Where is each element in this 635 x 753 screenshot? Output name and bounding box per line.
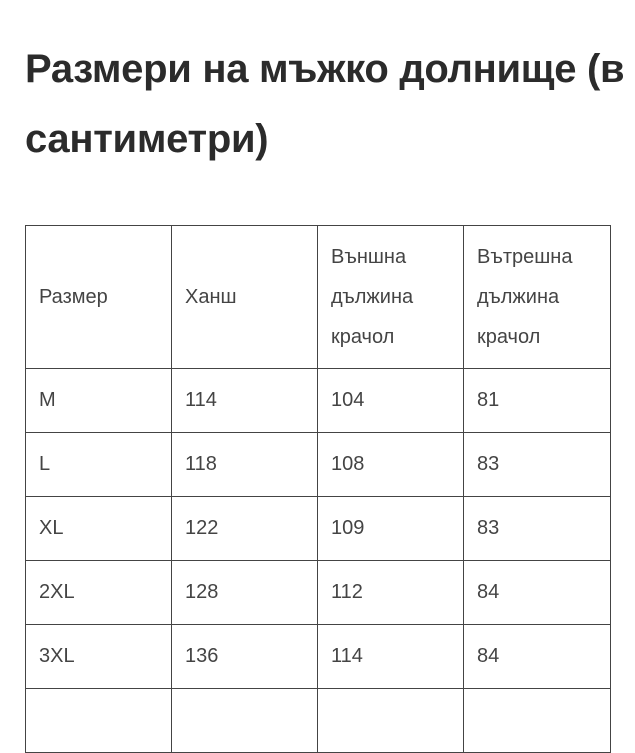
table-header-row: Размер Ханш Външна дължина крачол Вътреш…: [25, 225, 611, 369]
cell-outer-leg: 112: [317, 560, 464, 625]
table-row: XL 122 109 83: [25, 496, 611, 561]
cell-inner-leg: 84: [463, 624, 611, 689]
size-table: Размер Ханш Външна дължина крачол Вътреш…: [25, 225, 611, 753]
cell-size: XL: [25, 496, 172, 561]
cell-size: [25, 688, 172, 753]
header-inner-leg: Вътрешна дължина крачол: [463, 225, 611, 369]
cell-hip: 136: [171, 624, 318, 689]
cell-hip: 128: [171, 560, 318, 625]
table-row: M 114 104 81: [25, 368, 611, 433]
table-row: 3XL 136 114 84: [25, 624, 611, 689]
cell-hip: 122: [171, 496, 318, 561]
table-row: [25, 688, 611, 753]
cell-size: 2XL: [25, 560, 172, 625]
cell-outer-leg: 108: [317, 432, 464, 497]
header-size: Размер: [25, 225, 172, 369]
cell-hip: [171, 688, 318, 753]
cell-outer-leg: 114: [317, 624, 464, 689]
table-row: L 118 108 83: [25, 432, 611, 497]
table-row: 2XL 128 112 84: [25, 560, 611, 625]
cell-size: 3XL: [25, 624, 172, 689]
cell-inner-leg: [463, 688, 611, 753]
cell-size: M: [25, 368, 172, 433]
cell-inner-leg: 83: [463, 432, 611, 497]
cell-inner-leg: 83: [463, 496, 611, 561]
cell-outer-leg: 109: [317, 496, 464, 561]
cell-outer-leg: 104: [317, 368, 464, 433]
cell-outer-leg: [317, 688, 464, 753]
header-hip: Ханш: [171, 225, 318, 369]
header-outer-leg: Външна дължина крачол: [317, 225, 464, 369]
cell-inner-leg: 81: [463, 368, 611, 433]
cell-inner-leg: 84: [463, 560, 611, 625]
cell-hip: 114: [171, 368, 318, 433]
page-title: Размери на мъжко долнище (в сантиметри): [25, 47, 625, 161]
cell-size: L: [25, 432, 172, 497]
cell-hip: 118: [171, 432, 318, 497]
